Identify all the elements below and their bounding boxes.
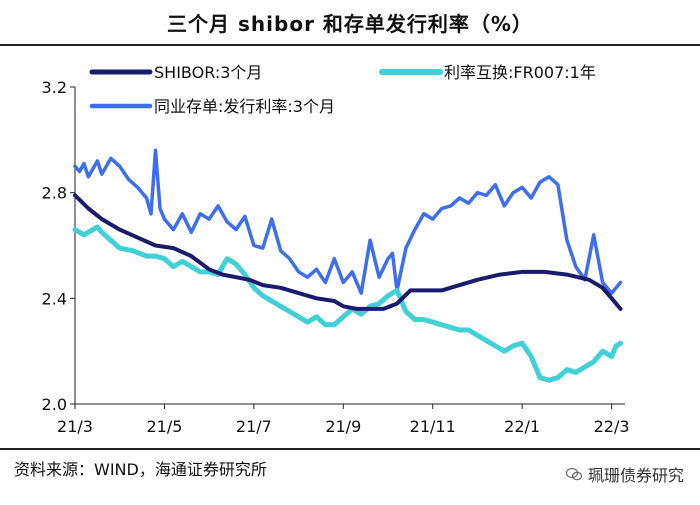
watermark-text: 珮珊债券研究 (587, 466, 684, 485)
x-tick-label: 21/3 (57, 417, 93, 436)
x-tick-label: 21/11 (410, 417, 456, 436)
source-note: 资料来源：WIND，海通证券研究所 (14, 460, 267, 479)
legend-label: SHIBOR:3个月 (154, 63, 262, 82)
series-line-2 (73, 148, 623, 295)
x-tick-label: 22/3 (594, 417, 630, 436)
series-line-0 (73, 193, 623, 311)
legend-label: 利率互换:FR007:1年 (444, 63, 596, 82)
chart-title: 三个月 shibor 和存单发行利率（%） (167, 11, 533, 36)
y-tick-label: 2.0 (42, 395, 67, 414)
title-bar: 三个月 shibor 和存单发行利率（%） (0, 0, 700, 46)
y-tick-label: 3.2 (42, 78, 67, 97)
series-layer (72, 148, 623, 383)
x-tick-label: 21/7 (236, 417, 272, 436)
x-tick-label: 22/1 (504, 417, 540, 436)
x-tick-label: 21/9 (325, 417, 361, 436)
wechat-icon (565, 467, 582, 481)
legend-label: 同业存单:发行利率:3个月 (154, 97, 335, 116)
series-line-1 (72, 224, 623, 383)
watermark: 珮珊债券研究 (565, 462, 684, 486)
x-tick-label: 21/5 (146, 417, 182, 436)
y-tick-label: 2.4 (42, 289, 67, 308)
line-chart: 2.0 2.4 2.8 3.2 21/3 21/5 21/7 21/9 21/11 22/1 22/… (42, 63, 630, 436)
y-tick-label: 2.8 (42, 184, 67, 203)
axes: 2.0 2.4 2.8 3.2 21/3 21/5 21/7 21/9 21/11 22/1 22/… (42, 78, 630, 436)
footer-divider (0, 448, 700, 450)
